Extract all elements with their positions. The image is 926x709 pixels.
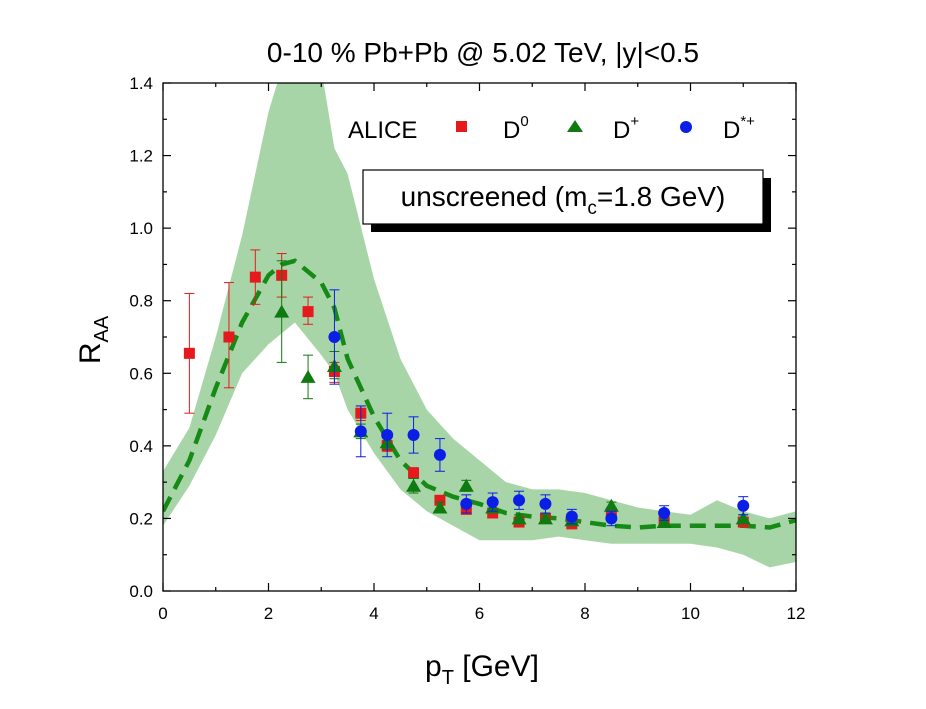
y-tick-label: 0.4 [129, 437, 153, 456]
point-dplus [537, 511, 553, 525]
point-dstar [486, 492, 499, 512]
marker-circle [407, 428, 420, 441]
point-dstar [737, 496, 750, 516]
model-uncertainty-band [163, 83, 796, 568]
point-d0 [223, 282, 235, 389]
marker-square [302, 306, 314, 318]
legend-label-dstar: D*+ [723, 113, 755, 144]
y-tick-label: 1.0 [129, 219, 153, 238]
y-tick-label: 0.6 [129, 364, 153, 383]
annotation-text: unscreened (mc=1.8 GeV) [401, 181, 726, 219]
point-dstar [565, 508, 578, 525]
y-tick-label: 1.2 [129, 147, 153, 166]
legend-label-d0: D0 [503, 113, 529, 144]
legend-label-dstar-sup: *+ [740, 113, 755, 130]
x-tick-label: 6 [475, 604, 484, 623]
marker-square [249, 271, 261, 283]
marker-triangle [458, 478, 474, 492]
marker-triangle [300, 369, 316, 383]
marker-triangle [511, 511, 527, 525]
legend-marker-dstar [680, 121, 692, 133]
legend-label-dplus: D+ [613, 113, 639, 144]
x-tick-label: 2 [264, 604, 273, 623]
legend-experiment: ALICE [348, 117, 417, 144]
point-dplus [274, 260, 290, 363]
legend-label-dplus-sup: + [630, 113, 639, 130]
annotation-text-post: =1.8 GeV) [597, 181, 725, 212]
marker-circle [486, 496, 499, 509]
y-axis-title: RAA [74, 315, 113, 364]
point-dplus [458, 478, 474, 492]
legend-marker-d0 [456, 121, 467, 132]
point-dplus [603, 498, 619, 512]
x-axis-title: pT [GeV] [425, 650, 539, 689]
marker-circle [381, 428, 394, 441]
point-dplus [432, 500, 448, 514]
marker-circle [565, 510, 578, 523]
series-dstar [328, 289, 750, 527]
marker-circle [737, 499, 750, 512]
point-dstar [513, 490, 526, 510]
x-tick-label: 10 [681, 604, 700, 623]
marker-circle [460, 497, 473, 510]
annotation-text-sub: c [587, 198, 597, 219]
marker-triangle [537, 511, 553, 525]
point-dstar [381, 412, 394, 458]
point-dstar [328, 289, 341, 385]
marker-triangle [432, 500, 448, 514]
point-d0 [249, 249, 261, 305]
y-axis-title-sub: AA [91, 315, 113, 342]
y-tick-label: 1.4 [129, 74, 153, 93]
tick-labels: 0 2 4 6 8 10 12 0.0 0.2 0.4 0.6 0.8 1.0 1.2 1.4 [129, 74, 805, 623]
marker-square [183, 347, 195, 359]
marker-triangle [274, 304, 290, 318]
marker-circle [539, 497, 552, 510]
point-dstar [658, 505, 671, 521]
marker-circle [433, 448, 446, 461]
point-dstar [460, 494, 473, 514]
point-dstar [407, 416, 420, 454]
marker-square [434, 494, 446, 506]
legend: ALICE D0 D+ D*+ [348, 113, 755, 144]
y-tick-label: 0.2 [129, 509, 153, 528]
annotation-box: unscreened (mc=1.8 GeV) [362, 169, 771, 232]
point-d0 [183, 292, 195, 414]
marker-triangle [603, 498, 619, 512]
point-dplus [300, 354, 316, 400]
x-tick-label: 12 [787, 604, 806, 623]
chart-title: 0-10 % Pb+Pb @ 5.02 TeV, |y|<0.5 [267, 37, 699, 68]
marker-circle [658, 506, 671, 519]
marker-square [408, 467, 420, 479]
marker-circle [354, 425, 367, 438]
marker-triangle [656, 515, 672, 529]
point-d0 [302, 296, 314, 325]
model-curve [163, 258, 796, 530]
point-dplus [511, 511, 527, 525]
point-dplus [406, 478, 422, 494]
x-tick-label: 4 [369, 604, 378, 623]
point-dstar [354, 405, 367, 458]
marker-circle [328, 331, 341, 343]
axes [162, 82, 797, 592]
x-tick-label: 0 [158, 604, 167, 623]
marker-triangle [735, 511, 751, 525]
y-tick-label: 0.8 [129, 292, 153, 311]
marker-square [223, 331, 235, 343]
point-d0 [408, 467, 420, 480]
x-axis-title-rest: [GeV] [454, 650, 539, 683]
x-axis-title-sub: T [442, 667, 454, 689]
legend-label-d0-sup: 0 [520, 113, 528, 130]
marker-circle [605, 512, 618, 525]
point-dstar [539, 494, 552, 514]
x-tick-label: 8 [580, 604, 589, 623]
point-dstar [605, 510, 618, 527]
point-dstar [433, 438, 446, 472]
annotation-frame [362, 169, 764, 225]
y-tick-label: 0.0 [129, 582, 153, 601]
legend-marker-dplus [567, 120, 583, 132]
marker-triangle [406, 478, 422, 492]
data-points [183, 249, 751, 530]
marker-circle [513, 494, 526, 507]
